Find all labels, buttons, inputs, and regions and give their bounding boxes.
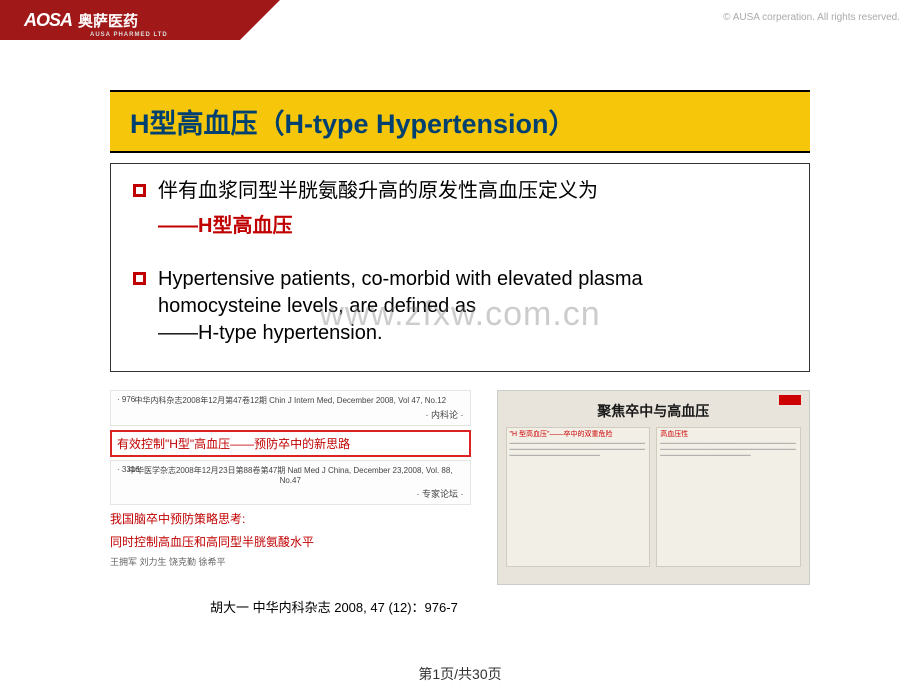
journal-clip-1: · 976 · 中华内科杂志2008年12月第47卷12期 Chin J Int… <box>110 390 471 426</box>
clip2-cat: · 专家论坛 · <box>117 487 464 500</box>
logo: AOSA 奥萨医药 AUSA PHARMED LTD <box>0 0 240 40</box>
article-cn-line1: 我国脑卒中预防策略思考: <box>110 511 471 528</box>
bullet-en-line3: ——H-type hypertension. <box>158 320 643 347</box>
bullet-en: Hypertensive patients, co-morbid with el… <box>133 266 787 347</box>
reference-left: · 976 · 中华内科杂志2008年12月第47卷12期 Chin J Int… <box>110 390 471 585</box>
copyright-text: © AUSA corperation. All rights reserved. <box>723 12 900 23</box>
clip2-page: · 3316 · <box>117 465 145 474</box>
references-row: · 976 · 中华内科杂志2008年12月第47卷12期 Chin J Int… <box>110 390 810 585</box>
authors: 王拥军 刘力生 饶克勤 徐希平 <box>110 555 471 568</box>
slide-title: H型高血压（H-type Hypertension） <box>110 90 810 153</box>
red-corner-icon <box>779 395 801 405</box>
citation: 胡大一 中华内科杂志 2008, 47 (12)：976-7 <box>210 597 920 616</box>
news-col-2: 高血压性 ━━━━━━━━━━━━━━━━━━━━━━━━━━━━━━━━━━━… <box>656 427 801 567</box>
clip1-cat: · 内科论 · <box>117 408 464 421</box>
bullet-en-line1: Hypertensive patients, co-morbid with el… <box>158 266 643 293</box>
news-sub1: "H 型高血压"——卒中的双重危险 <box>510 431 647 439</box>
journal-clip-2: · 3316 · 中华医学杂志2008年12月23日第88卷第47期 Natl … <box>110 460 471 505</box>
header-bar: AOSA 奥萨医药 AUSA PHARMED LTD © AUSA corper… <box>0 0 920 40</box>
bullet-icon <box>133 184 146 197</box>
redbox-title: 有效控制"H型"高血压——预防卒中的新思路 <box>110 430 471 457</box>
bullet-en-line2: homocysteine levels, are defined as <box>158 293 643 320</box>
bullet-cn: 伴有血浆同型半胱氨酸升高的原发性高血压定义为 <box>133 178 787 205</box>
clip2-journal: 中华医学杂志2008年12月23日第88卷第47期 Natl Med J Chi… <box>117 465 464 485</box>
content-box: 伴有血浆同型半胱氨酸升高的原发性高血压定义为 ——H型高血压 Hypertens… <box>110 163 810 372</box>
logo-cn: 奥萨医药 <box>78 10 138 31</box>
bullet-cn-text: 伴有血浆同型半胱氨酸升高的原发性高血压定义为 <box>158 178 598 205</box>
clip1-journal: 中华内科杂志2008年12月第47卷12期 Chin J Intern Med,… <box>117 395 464 406</box>
bullet-icon <box>133 272 146 285</box>
reference-right: 聚焦卒中与高血压 "H 型高血压"——卒中的双重危险 ━━━━━━━━━━━━━… <box>497 390 810 585</box>
pager: 第1页/共30页 <box>0 664 920 684</box>
news-col-1: "H 型高血压"——卒中的双重危险 ━━━━━━━━━━━━━━━━━━━━━━… <box>506 427 651 567</box>
news-sub2: 高血压性 <box>660 431 797 439</box>
clip1-page: · 976 · <box>117 395 140 404</box>
article-cn-line2: 同时控制高血压和高同型半胱氨酸水平 <box>110 534 471 551</box>
bullet-cn-emph: ——H型高血压 <box>158 209 787 238</box>
newspaper-clip: 聚焦卒中与高血压 "H 型高血压"——卒中的双重危险 ━━━━━━━━━━━━━… <box>497 390 810 585</box>
logo-en: AOSA <box>24 10 72 31</box>
logo-sub: AUSA PHARMED LTD <box>90 32 168 38</box>
news-headline: 聚焦卒中与高血压 <box>506 401 801 421</box>
